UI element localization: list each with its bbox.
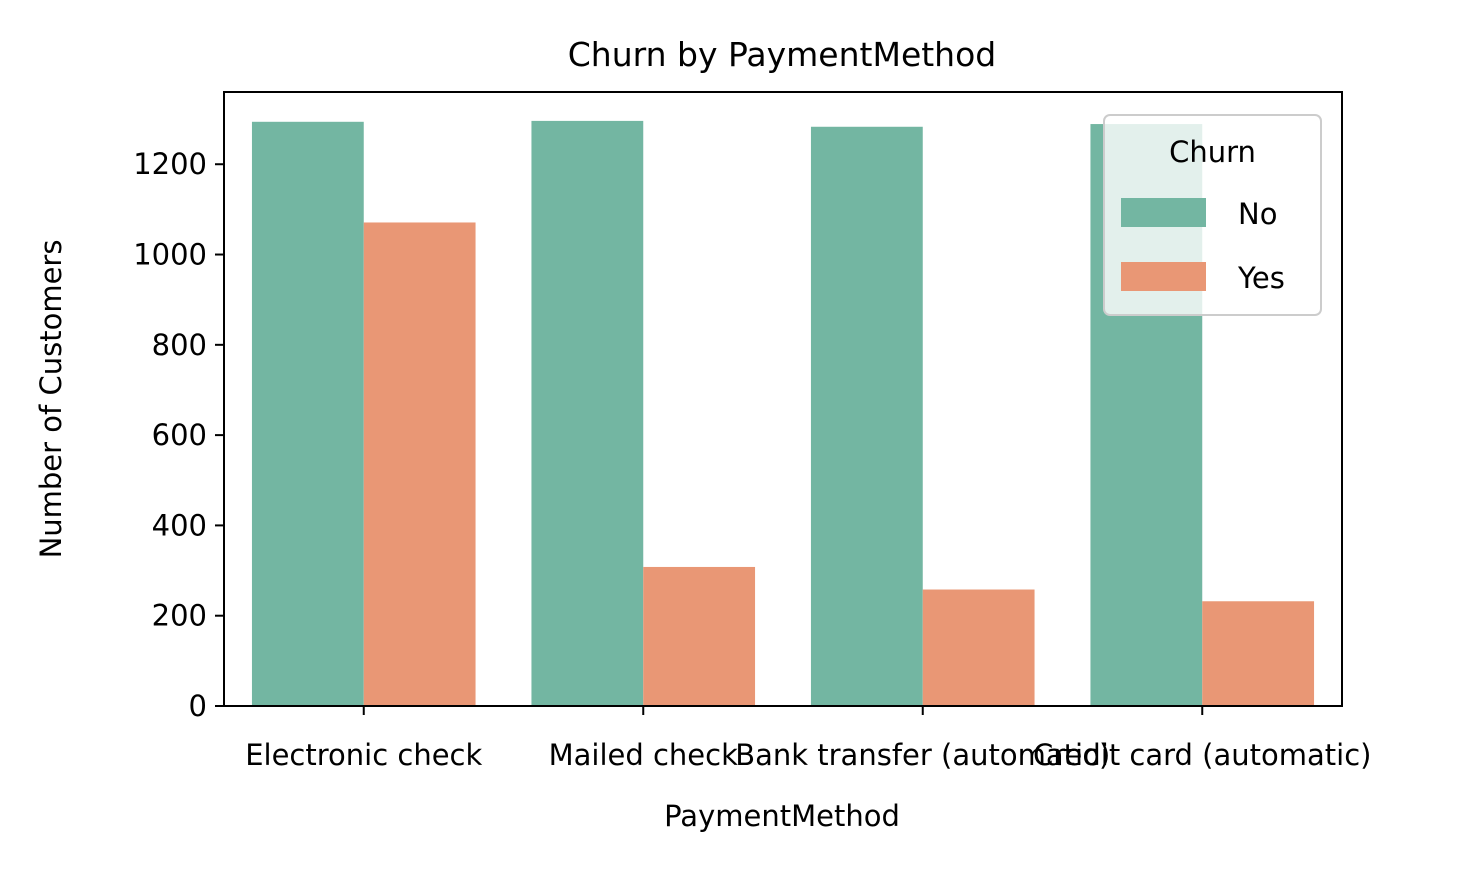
y-tick-label: 0 (189, 689, 207, 723)
legend-label-no: No (1238, 197, 1277, 231)
y-tick-label: 400 (152, 508, 207, 542)
y-tick-label: 1000 (133, 238, 207, 272)
x-tick-label: Bank transfer (automatic) (735, 738, 1110, 772)
x-tick-label: Credit card (automatic) (1033, 738, 1371, 772)
bar-no-0 (251, 121, 364, 706)
bar-yes-3 (1202, 601, 1315, 706)
y-tick-label: 200 (152, 599, 207, 633)
axes-layer: 0 200 400 600 800 1000 1200 Electronic check Mai… (133, 91, 1371, 772)
legend-title: Churn (1169, 135, 1256, 169)
legend: Churn No Yes (1103, 114, 1322, 316)
bar-yes-1 (643, 566, 756, 706)
y-tick-label: 800 (152, 328, 207, 362)
bar-no-1 (531, 120, 644, 707)
x-axis-label: PaymentMethod (664, 799, 900, 833)
bar-yes-0 (363, 222, 476, 706)
y-axis-label: Number of Customers (34, 240, 68, 559)
bar-no-2 (810, 126, 923, 706)
y-tick-label: 1200 (133, 147, 207, 181)
x-tick-label: Electronic check (245, 738, 482, 772)
chart-title: Churn by PaymentMethod (568, 35, 996, 74)
legend-swatch-no (1121, 198, 1206, 227)
x-tick-label: Mailed check (549, 738, 738, 772)
legend-swatch-yes (1121, 262, 1206, 291)
y-tick-label: 600 (152, 418, 207, 452)
bar-yes-2 (922, 589, 1035, 706)
legend-label-yes: Yes (1237, 261, 1285, 295)
plot-frame (223, 91, 1343, 707)
